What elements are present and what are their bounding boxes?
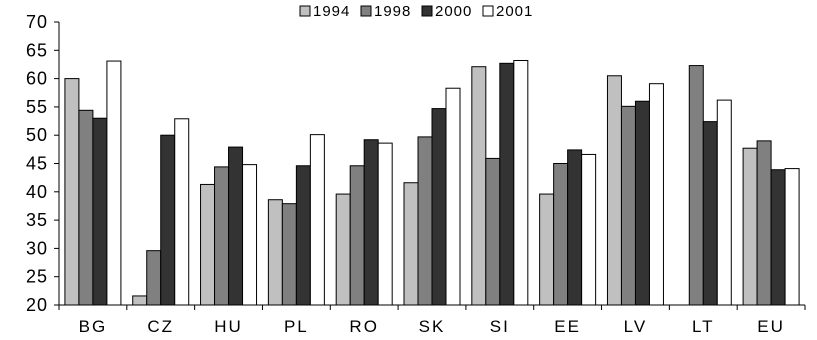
- legend-swatch-2001: [482, 5, 494, 17]
- bar-si-1998: [485, 157, 501, 306]
- bar-cz-1998: [146, 250, 162, 306]
- bar-hu-2000: [228, 146, 244, 306]
- bar-hu-2001: [242, 164, 258, 306]
- bar-pl-1994: [267, 199, 283, 306]
- bar-lv-1994: [606, 75, 622, 306]
- y-tick-label: 25: [26, 267, 48, 287]
- bar-pl-1998: [281, 203, 297, 306]
- bar-lt-1998: [688, 65, 704, 306]
- bar-lv-2000: [634, 100, 650, 306]
- y-tick-label: 30: [26, 238, 48, 258]
- bar-ro-1998: [349, 165, 365, 306]
- bar-hu-1994: [200, 183, 216, 306]
- bar-eu-1994: [742, 147, 758, 306]
- bar-cz-2001: [174, 118, 190, 306]
- legend: 1994 1998 2000 2001: [299, 3, 533, 20]
- legend-swatch-1998: [360, 5, 372, 17]
- x-tick-label: LV: [624, 317, 648, 336]
- bar-lt-2000: [702, 121, 718, 306]
- bar-ee-2000: [567, 149, 583, 306]
- bar-ee-1998: [553, 163, 569, 306]
- y-tick-label: 40: [26, 182, 48, 202]
- legend-swatch-2000: [421, 5, 433, 17]
- legend-label: 1994: [313, 3, 350, 20]
- bar-si-2000: [499, 62, 515, 306]
- y-tick-label: 65: [26, 40, 48, 60]
- x-axis: BG CZ HU PL RO SK SI EE LV LT EU: [58, 304, 806, 336]
- y-tick-label: 60: [26, 69, 48, 89]
- y-tick-label: 70: [26, 12, 48, 32]
- bar-cz-2000: [160, 134, 176, 306]
- bar-ro-1994: [335, 193, 351, 306]
- bar-ro-2001: [377, 142, 393, 306]
- bar-eu-1998: [756, 140, 772, 306]
- y-tick-label: 35: [26, 210, 48, 230]
- y-axis: 20 25 30 35 40 45 50 55 60 65 70: [26, 12, 60, 315]
- legend-label: 2000: [435, 3, 472, 20]
- bar-pl-2000: [295, 165, 311, 306]
- bar-si-2001: [513, 59, 529, 306]
- y-tick-label: 20: [26, 295, 48, 315]
- legend-swatch-1994: [299, 5, 311, 17]
- bar-sk-2000: [431, 108, 447, 306]
- y-tick-label: 45: [26, 154, 48, 174]
- bar-pl-2001: [309, 134, 325, 306]
- x-tick-label: SI: [490, 317, 510, 336]
- x-tick-label: EE: [554, 317, 581, 336]
- bar-ee-2001: [581, 153, 597, 306]
- bar-sk-1998: [417, 136, 433, 306]
- bar-hu-1998: [214, 166, 230, 306]
- bar-bg-1998: [78, 109, 94, 306]
- bar-ro-2000: [363, 139, 379, 306]
- x-tick-label: EU: [757, 317, 785, 336]
- x-tick-label: RO: [349, 317, 379, 336]
- bar-lv-2001: [648, 83, 664, 306]
- bar-eu-2000: [770, 169, 786, 306]
- x-tick-label: BG: [79, 317, 108, 336]
- bar-lv-1998: [620, 105, 636, 306]
- bar-lt-2001: [716, 99, 732, 306]
- bar-bg-2000: [92, 117, 108, 306]
- bars: [64, 59, 800, 306]
- x-tick-label: CZ: [147, 317, 174, 336]
- bar-si-1994: [471, 66, 487, 306]
- bar-bg-2001: [106, 60, 122, 306]
- bar-sk-1994: [403, 182, 419, 306]
- y-tick-label: 50: [26, 125, 48, 145]
- bar-eu-2001: [784, 168, 800, 306]
- bar-sk-2001: [445, 87, 461, 306]
- legend-label: 2001: [496, 3, 533, 20]
- y-tick-label: 55: [26, 97, 48, 117]
- legend-label: 1998: [374, 3, 411, 20]
- x-tick-label: PL: [284, 317, 309, 336]
- bar-bg-1994: [64, 78, 80, 306]
- x-tick-label: SK: [419, 317, 446, 336]
- bar-ee-1994: [539, 193, 555, 306]
- x-tick-label: HU: [214, 317, 243, 336]
- bar-cz-1994: [132, 295, 148, 306]
- x-tick-label: LT: [692, 317, 715, 336]
